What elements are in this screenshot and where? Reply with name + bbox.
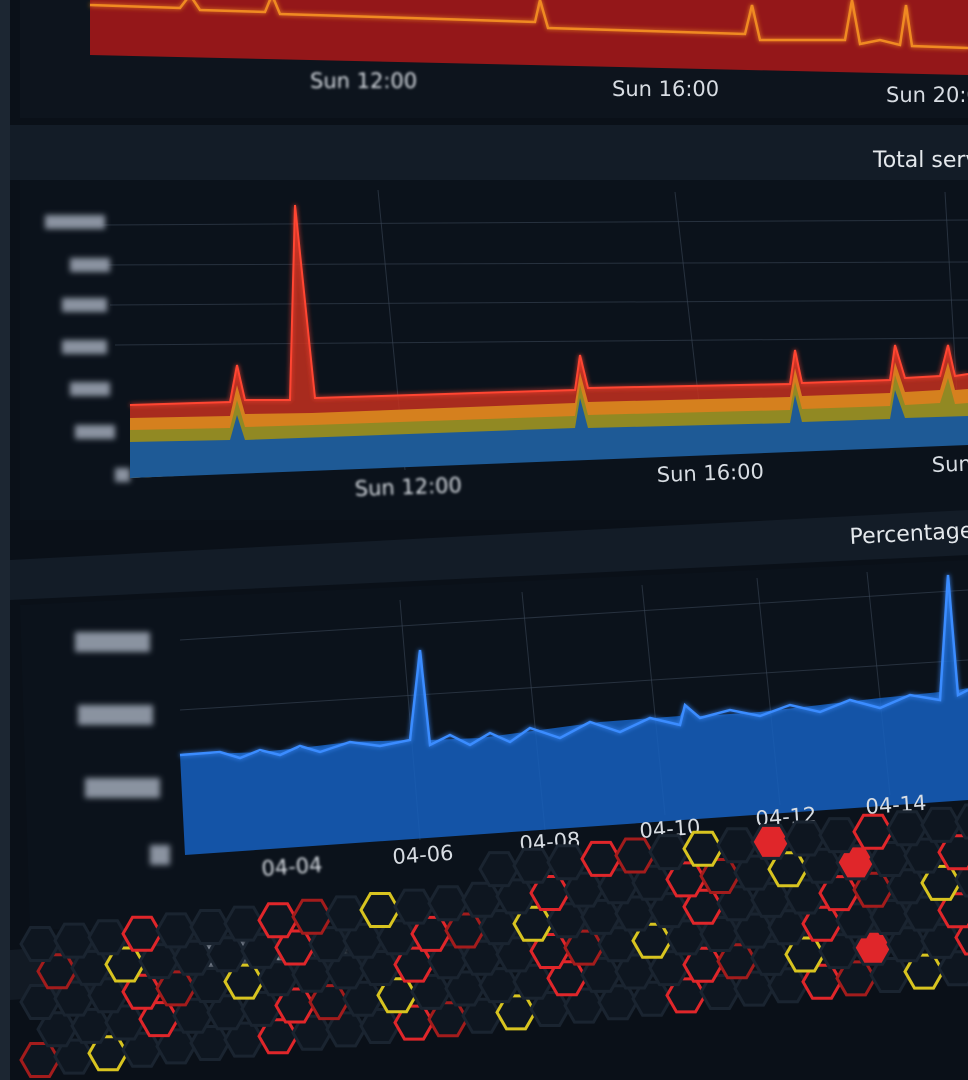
- blurred-label: [62, 340, 107, 354]
- hexagon: [786, 822, 824, 855]
- hexagon: [718, 829, 756, 862]
- hexagon: [395, 890, 433, 923]
- hexagon: [259, 904, 297, 937]
- hexagon: [650, 836, 688, 869]
- hexagon: [888, 812, 926, 845]
- hexagon: [854, 815, 892, 848]
- dashboard: Sun 12:00 Sun 16:00 Sun 20:0 Total servi…: [0, 0, 968, 1080]
- x-tick-label: 04-04: [261, 853, 324, 881]
- hexagon: [922, 808, 960, 841]
- hexagon: [89, 921, 127, 954]
- hexagon: [684, 832, 722, 865]
- panel-2: Sun 12:00 Sun 16:00 Sun: [20, 180, 968, 520]
- x-tick-label: 04-06: [392, 841, 455, 869]
- x-tick-label: Sun 12:00: [310, 69, 417, 93]
- left-edge: [0, 0, 10, 1080]
- hexagon: [463, 883, 501, 916]
- x-tick-label: Sun 12:00: [354, 473, 462, 501]
- hexagon: [514, 849, 552, 882]
- panel-title: Total servi: [872, 148, 968, 173]
- hexagon: [429, 887, 467, 920]
- x-tick-label: Sun 16:00: [656, 459, 764, 487]
- blurred-label: [85, 778, 160, 798]
- x-tick-label: Sun 20:0: [886, 83, 968, 107]
- blurred-label: [70, 382, 110, 396]
- blurred-label: [75, 632, 150, 652]
- blurred-label: [70, 258, 110, 272]
- hexagon: [55, 924, 93, 957]
- hexagon: [21, 986, 59, 1019]
- blurred-label: [62, 298, 107, 312]
- x-tick-label: Sun 16:00: [612, 77, 719, 101]
- hexagon: [157, 914, 195, 947]
- hexagon: [582, 842, 620, 875]
- blurred-label: [78, 705, 153, 725]
- hexagon: [752, 825, 790, 858]
- hexagon: [21, 1044, 59, 1077]
- hexagon: [361, 894, 399, 927]
- blurred-label: [150, 845, 170, 865]
- blurred-label: [115, 468, 130, 482]
- hexagon: [123, 917, 161, 950]
- blurred-label: [75, 425, 115, 439]
- hexagon: [225, 907, 263, 940]
- hexagon: [293, 900, 331, 933]
- hexagon: [820, 819, 858, 852]
- panel-1: Sun 12:00 Sun 16:00 Sun 20:0: [20, 0, 968, 118]
- hexagon: [191, 911, 229, 944]
- hexagon: [480, 853, 518, 886]
- x-tick-label: Sun: [931, 452, 968, 477]
- blurred-label: [45, 215, 105, 229]
- hexagon: [548, 846, 586, 879]
- hexagon: [327, 897, 365, 930]
- hexagon: [21, 928, 59, 961]
- panel-header: [10, 125, 968, 180]
- hexagon: [616, 839, 654, 872]
